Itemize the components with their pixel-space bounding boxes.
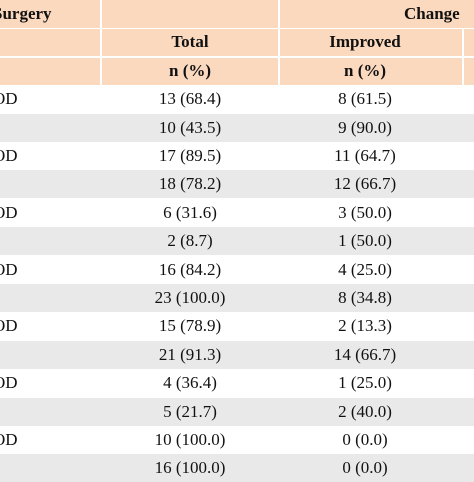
improved-cell: 0 (0.0)	[342, 458, 388, 478]
data-row: 10 (43.5) 9 (90.0)	[0, 113, 474, 142]
column-separator	[100, 0, 102, 28]
total-cell: 5 (21.7)	[163, 401, 217, 421]
data-row: 5 (21.7) 2 (40.0)	[0, 397, 474, 426]
total-cell: 17 (89.5)	[158, 146, 222, 165]
improved-cell: 4 (25.0)	[338, 259, 392, 279]
improved-cell: 2 (13.3)	[338, 316, 392, 336]
data-row: 21 (91.3) 14 (66.7)	[0, 340, 474, 369]
total-cell: 16 (100.0)	[154, 458, 226, 478]
column-header: n (%)	[168, 60, 212, 80]
row-label: OD	[0, 202, 18, 222]
row-label: OD	[0, 316, 18, 336]
column-header: Improved	[329, 32, 401, 52]
data-row: 2 (8.7) 1 (50.0)	[0, 227, 474, 256]
data-row: OD 13 (68.4) 8 (61.5)	[0, 85, 474, 113]
improved-cell: 3 (50.0)	[338, 202, 392, 222]
total-cell: 23 (100.0)	[154, 288, 226, 307]
column-separator	[100, 28, 102, 57]
column-separator	[462, 28, 464, 57]
total-cell: 18 (78.2)	[158, 174, 222, 194]
data-row: 23 (100.0) 8 (34.8)	[0, 284, 474, 312]
header-row: Surgery Change	[0, 0, 474, 28]
row-label: OD	[0, 89, 18, 109]
header-row: n (%) n (%)	[0, 56, 474, 85]
improved-cell: 0 (0.0)	[342, 430, 388, 449]
total-cell: 10 (100.0)	[154, 430, 226, 449]
column-separator	[100, 56, 102, 85]
improved-cell: 11 (64.7)	[334, 146, 396, 165]
column-separator	[278, 28, 280, 57]
data-row: OD 15 (78.9) 2 (13.3)	[0, 312, 474, 340]
row-label: OD	[0, 146, 18, 165]
improved-cell: 8 (34.8)	[338, 288, 392, 307]
data-row: OD 6 (31.6) 3 (50.0)	[0, 199, 474, 227]
header-row: Total Improved	[0, 28, 474, 57]
row-separator	[0, 56, 474, 58]
improved-cell: 8 (61.5)	[338, 89, 392, 109]
column-separator	[278, 0, 280, 28]
row-label: OD	[0, 259, 18, 279]
improved-cell: 12 (66.7)	[333, 174, 397, 194]
total-cell: 4 (36.4)	[163, 373, 217, 393]
data-row: OD 16 (84.2) 4 (25.0)	[0, 256, 474, 284]
total-cell: 6 (31.6)	[163, 202, 217, 222]
improved-cell: 9 (90.0)	[338, 117, 392, 137]
total-cell: 21 (91.3)	[158, 344, 222, 364]
improved-cell: 2 (40.0)	[338, 401, 392, 421]
column-separator	[278, 56, 280, 85]
data-row: OD 4 (36.4) 1 (25.0)	[0, 369, 474, 397]
row-label: OD	[0, 373, 18, 393]
total-cell: 15 (78.9)	[158, 316, 222, 336]
column-header: n (%)	[343, 60, 387, 80]
row-separator	[0, 28, 474, 30]
data-row: OD 10 (100.0) 0 (0.0)	[0, 426, 474, 454]
total-cell: 2 (8.7)	[167, 231, 213, 251]
group-right-header: Change	[404, 4, 460, 23]
group-left-header: Surgery	[0, 4, 52, 23]
improved-cell: 1 (25.0)	[338, 373, 392, 393]
improved-cell: 14 (66.7)	[333, 344, 397, 364]
total-cell: 13 (68.4)	[158, 89, 222, 109]
total-cell: 16 (84.2)	[158, 259, 222, 279]
total-cell: 10 (43.5)	[158, 117, 222, 137]
improved-cell: 1 (50.0)	[338, 231, 392, 251]
column-separator	[462, 56, 464, 85]
data-row: OD 17 (89.5) 11 (64.7)	[0, 142, 474, 170]
column-header: Total	[171, 32, 209, 52]
row-label: OD	[0, 430, 18, 449]
data-row: 16 (100.0) 0 (0.0)	[0, 454, 474, 482]
data-row: 18 (78.2) 12 (66.7)	[0, 170, 474, 199]
